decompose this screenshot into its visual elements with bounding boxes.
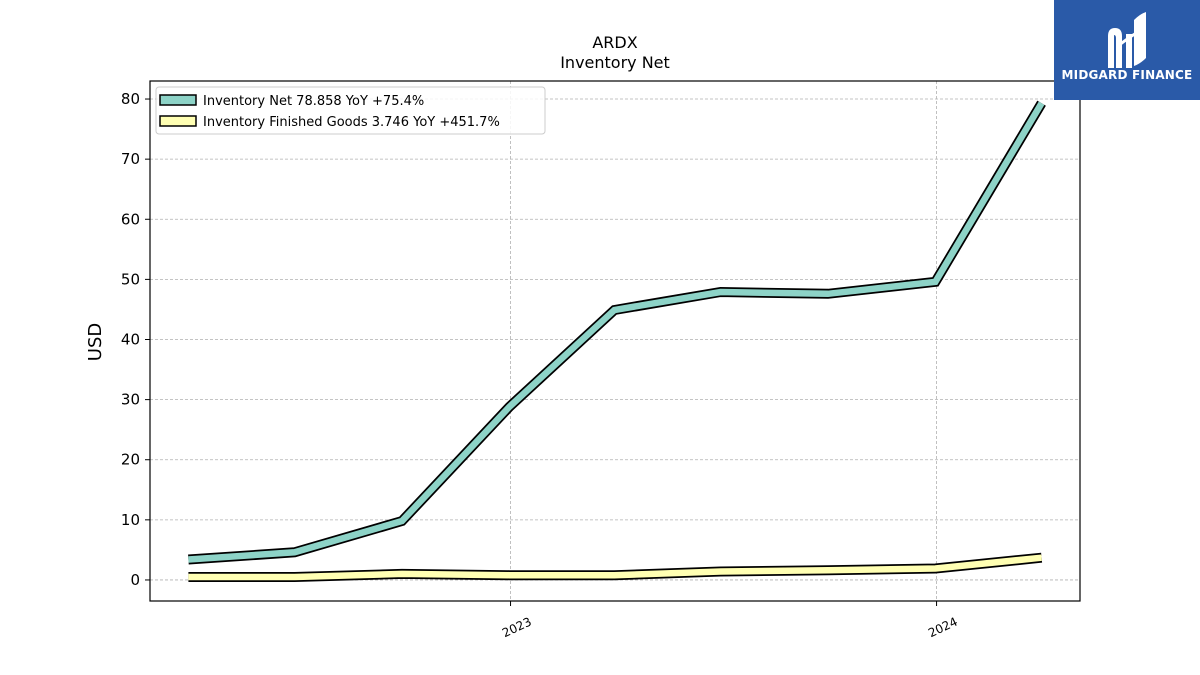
y-tick-label: 0: [130, 571, 140, 589]
y-tick-label: 70: [121, 150, 140, 168]
y-tick-label: 60: [121, 210, 140, 228]
y-tick-label: 40: [121, 330, 140, 348]
legend-swatch-0: [159, 94, 197, 106]
y-tick-label: 30: [121, 391, 140, 409]
series-layer: [188, 100, 1046, 582]
series-line-1: [188, 554, 1042, 581]
x-tick-label: 2024: [926, 615, 960, 641]
legend-box: [155, 86, 546, 135]
chart-subtitle: Inventory Net: [560, 53, 670, 72]
series-outline-0: [188, 100, 1046, 565]
y-tick-label: 20: [121, 451, 140, 469]
legend-label-0: Inventory Net 78.858 YoY +75.4%: [203, 94, 424, 109]
axes: 0 10 20 30 40 50 60 70 80 2023 2024: [121, 90, 960, 640]
legend-label-1: Inventory Finished Goods 3.746 YoY +451.…: [203, 115, 500, 130]
y-tick-label: 10: [121, 511, 140, 529]
y-tick-label: 50: [121, 270, 140, 288]
x-tick-label: 2023: [500, 615, 534, 641]
brand-name: MIDGARD FINANCE: [1061, 68, 1193, 82]
series-line-0: [188, 101, 1045, 563]
legend-swatch-1: [159, 115, 197, 127]
plot-frame: [149, 80, 1081, 602]
y-tick-label: 80: [121, 90, 140, 108]
brand-logo: MIDGARD FINANCE: [1054, 0, 1200, 100]
chart-title: ARDX: [592, 33, 637, 52]
brand-mark-icon: [1108, 12, 1146, 68]
grid: [150, 81, 1080, 601]
y-axis-label: USD: [85, 323, 106, 361]
legend: Inventory Net 78.858 YoY +75.4% Inventory…: [155, 86, 546, 135]
